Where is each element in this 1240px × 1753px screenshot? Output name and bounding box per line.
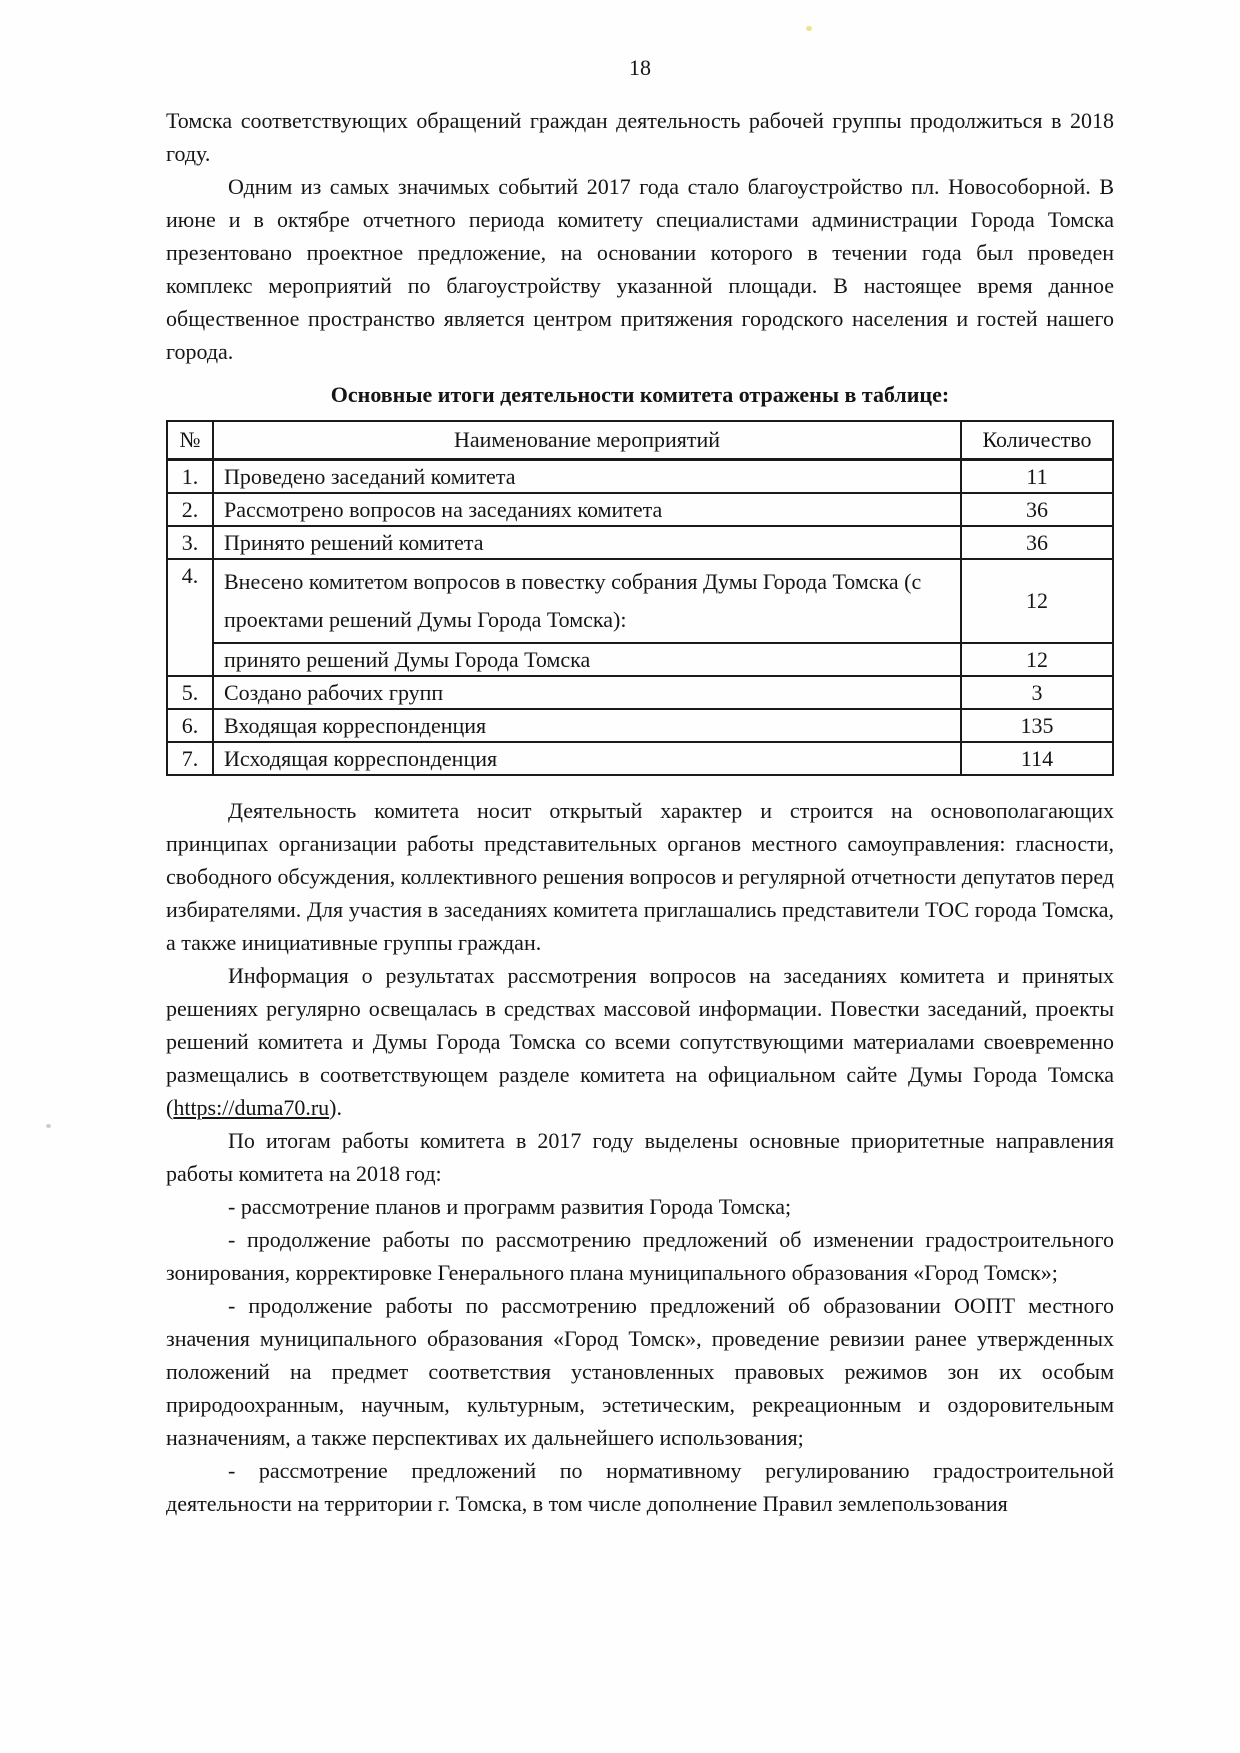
row-name-cell: Исходящая корреспонденция (212, 740, 962, 776)
row-number-cell: 2. (166, 491, 214, 527)
table-row: 5. Создано рабочих групп 3 (166, 674, 1114, 710)
row-quantity-cell: 11 (960, 458, 1114, 494)
table-heading: Основные итоги деятельности комитета отр… (330, 382, 950, 407)
row-number-cell: 6. (166, 707, 214, 743)
row-quantity-cell: 12 (960, 557, 1114, 644)
row-quantity-cell: 114 (960, 740, 1114, 776)
committee-results-table: № Наименование мероприятий Количество 1.… (166, 420, 1114, 776)
table-row: 1. Проведено заседаний комитета 11 (166, 458, 1114, 494)
duma-site-url: https://duma70.ru (173, 1094, 330, 1120)
scan-speck (806, 26, 812, 31)
scan-speck (46, 1124, 51, 1128)
row-quantity-cell: 3 (960, 674, 1114, 710)
row-quantity-cell: 36 (960, 524, 1114, 560)
row-number-cell: 7. (166, 740, 214, 776)
row-number-cell: 3. (166, 524, 214, 560)
column-header-quantity: Количество (960, 420, 1114, 461)
column-header-number: № (166, 420, 214, 461)
paragraph: - продолжение работы по рассмотрению пре… (166, 1292, 1114, 1450)
summary-paragraphs: Деятельность комитета носит открытый хар… (166, 794, 1114, 1520)
subrow-quantity-cell: 12 (960, 641, 1114, 677)
table-row: 3. Принято решений комитета 36 (166, 524, 1114, 560)
subrow-name-cell: принято решений Думы Города Томска (212, 641, 962, 677)
row-name-cell: Рассмотрено вопросов на заседаниях комит… (212, 491, 962, 527)
page-number: 18 (629, 55, 651, 80)
table-subrow: принято решений Думы Города Томска 12 (167, 641, 1114, 677)
column-header-name: Наименование мероприятий (212, 420, 962, 461)
paragraph: - рассмотрение предложений по нормативно… (166, 1457, 1114, 1516)
paragraph: Томска соответствующих обращений граждан… (166, 108, 1114, 166)
row-quantity-cell: 36 (960, 491, 1114, 527)
paragraph: - продолжение работы по рассмотрению пре… (166, 1226, 1114, 1285)
row-number-cell: 1. (166, 458, 214, 494)
row-name-cell: Входящая корреспонденция (212, 707, 962, 743)
row-name-cell: Принято решений комитета (212, 524, 962, 560)
row-name-cell: Создано рабочих групп (212, 674, 962, 710)
table-row: 7. Исходящая корреспонденция 114 (166, 740, 1114, 776)
table-header-row: № Наименование мероприятий Количество (166, 420, 1114, 461)
paragraph: - рассмотрение планов и программ развити… (228, 1193, 792, 1219)
paragraph: Одним из самых значимых событий 2017 год… (166, 174, 1114, 364)
intro-paragraphs: Томска соответствующих обращений граждан… (166, 104, 1114, 368)
paragraph: Информация о результатах рассмотрения во… (166, 959, 1114, 1124)
row-number-cell: 5. (166, 674, 214, 710)
table-row: 4. Внесено комитетом вопросов в повестку … (166, 557, 1114, 677)
row-name-cell: Проведено заседаний комитета (212, 458, 962, 494)
paragraph: Деятельность комитета носит открытый хар… (166, 797, 1114, 955)
paragraph: По итогам работы комитета в 2017 году вы… (166, 1127, 1114, 1186)
table-row: 2. Рассмотрено вопросов на заседаниях ком… (166, 491, 1114, 527)
paragraph-text: Информация о результатах рассмотрения во… (166, 962, 1114, 1120)
table-row: 6. Входящая корреспонденция 135 (166, 707, 1114, 743)
row-quantity-cell: 135 (960, 707, 1114, 743)
row-number-cell: 4. (166, 557, 214, 677)
row-name-cell: Внесено комитетом вопросов в повестку со… (212, 557, 962, 644)
paragraph-text: ). (329, 1094, 342, 1120)
